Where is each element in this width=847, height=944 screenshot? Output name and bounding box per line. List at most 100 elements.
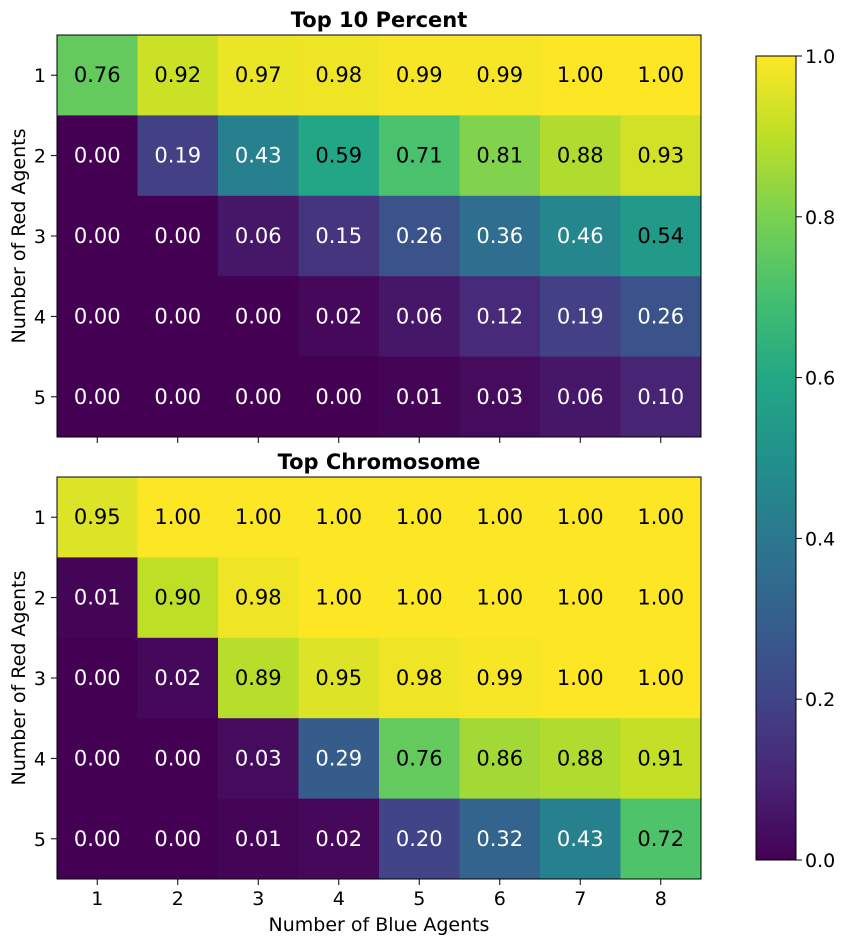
colorbar: 0.0 0.2 0.4 0.6 0.8 1.0 — [755, 46, 835, 872]
heatmap-cell — [620, 356, 702, 438]
cell-value: 0.06 — [557, 385, 604, 409]
heatmap-cell — [620, 557, 702, 639]
heatmap-cell — [540, 35, 621, 116]
heatmap-cell — [298, 637, 380, 719]
heatmap-cell — [379, 637, 460, 719]
heatmap-cell — [459, 557, 541, 639]
heatmap-cell — [379, 115, 460, 197]
heatmap-cell — [298, 115, 380, 197]
heatmap-cell — [218, 477, 299, 558]
cell-value: 0.00 — [74, 304, 121, 328]
cell-value: 0.26 — [637, 304, 684, 328]
cell-value: 0.20 — [396, 827, 443, 851]
cell-value: 1.00 — [557, 586, 604, 610]
heatmap-cell — [540, 557, 621, 639]
heatmap-cell — [620, 718, 702, 800]
heatmap-cell — [218, 557, 299, 639]
cell-value: 0.86 — [476, 746, 523, 770]
cell-value: 0.00 — [74, 827, 121, 851]
cell-value: 0.00 — [154, 304, 201, 328]
cell-value: 0.72 — [637, 827, 684, 851]
y-tick-label: 5 — [34, 829, 46, 851]
y-axis-label: Number of Red Agents — [8, 571, 30, 786]
heatmap-cell — [137, 35, 219, 116]
panel-title: Top Chromosome — [278, 450, 481, 474]
heatmap-cell — [379, 35, 460, 116]
heatmap-cell — [540, 115, 621, 197]
cell-value: 0.03 — [235, 746, 282, 770]
heatmap-cell — [459, 477, 541, 558]
colorbar-gradient — [755, 55, 797, 861]
heatmap-cell — [57, 557, 138, 639]
y-tick-label: 5 — [34, 387, 46, 409]
heatmap-cell — [540, 356, 621, 438]
heatmap-cell — [540, 276, 621, 358]
y-tick-label: 4 — [34, 748, 46, 770]
heatmap-cell — [218, 798, 299, 880]
y-axis-label: Number of Red Agents — [8, 129, 30, 344]
heatmap-cell — [620, 477, 702, 558]
heatmap-cell — [57, 356, 138, 438]
colorbar-tick-label: 0.6 — [805, 368, 835, 390]
x-tick-label: 4 — [333, 888, 345, 910]
heatmap-cell — [137, 477, 219, 558]
heatmap-cell — [137, 557, 219, 639]
heatmap-cell — [137, 356, 219, 438]
heatmap-cell — [540, 798, 621, 880]
cell-value: 0.00 — [154, 385, 201, 409]
heatmap-cell — [137, 276, 219, 358]
heatmap-cell — [137, 798, 219, 880]
cell-value: 0.95 — [74, 505, 121, 529]
heatmap-cell — [218, 637, 299, 719]
cell-value: 0.98 — [315, 63, 362, 87]
heatmap-cells: 0.95 1.00 1.00 1.00 1.00 1.00 1.00 1.00 0.01 0.90… — [57, 477, 702, 880]
cell-value: 0.06 — [396, 304, 443, 328]
cell-value: 0.97 — [235, 63, 282, 87]
cell-value: 0.00 — [154, 224, 201, 248]
cell-value: 1.00 — [476, 586, 523, 610]
cell-value: 0.01 — [74, 586, 121, 610]
cell-value: 0.81 — [476, 144, 523, 168]
cell-value: 0.00 — [315, 385, 362, 409]
axis-ticks: 1 2 3 4 5 — [34, 65, 662, 443]
heatmap-cell — [57, 798, 138, 880]
cell-value: 0.88 — [557, 144, 604, 168]
x-tick-label: 2 — [172, 888, 184, 910]
heatmap-cell — [57, 35, 138, 116]
cell-value: 0.76 — [396, 746, 443, 770]
heatmap-cell — [57, 477, 138, 558]
y-tick-label: 3 — [34, 668, 46, 690]
heatmap-cell — [540, 718, 621, 800]
x-tick-label: 7 — [574, 888, 586, 910]
cell-value: 1.00 — [315, 505, 362, 529]
heatmap-cell — [379, 557, 460, 639]
cell-value: 0.01 — [396, 385, 443, 409]
heatmap-cell — [137, 195, 219, 277]
heatmap-cell — [137, 718, 219, 800]
colorbar-ticks: 0.0 0.2 0.4 0.6 0.8 1.0 — [796, 46, 835, 872]
heatmap-top-10-percent: Top 10 Percent 0.76 0.92 0.97 0.98 0.99 0.99 1… — [8, 8, 702, 443]
cell-value: 1.00 — [154, 505, 201, 529]
cell-value: 1.00 — [637, 63, 684, 87]
cell-value: 0.19 — [154, 144, 201, 168]
cell-value: 1.00 — [557, 63, 604, 87]
heatmap-cell — [540, 477, 621, 558]
x-tick-label: 1 — [91, 888, 103, 910]
heatmap-cell — [218, 115, 299, 197]
heatmap-cell — [298, 718, 380, 800]
heatmap-cell — [57, 718, 138, 800]
cell-value: 0.00 — [74, 385, 121, 409]
heatmap-cell — [540, 195, 621, 277]
heatmap-cell — [137, 637, 219, 719]
cell-value: 0.00 — [74, 666, 121, 690]
cell-value: 0.89 — [235, 666, 282, 690]
cell-value: 0.00 — [235, 385, 282, 409]
heatmap-cell — [379, 276, 460, 358]
cell-value: 1.00 — [637, 505, 684, 529]
cell-value: 0.93 — [637, 144, 684, 168]
heatmap-cell — [379, 195, 460, 277]
cell-value: 1.00 — [235, 505, 282, 529]
cell-value: 0.32 — [476, 827, 523, 851]
y-tick-label: 3 — [34, 226, 46, 248]
cell-value: 0.98 — [235, 586, 282, 610]
